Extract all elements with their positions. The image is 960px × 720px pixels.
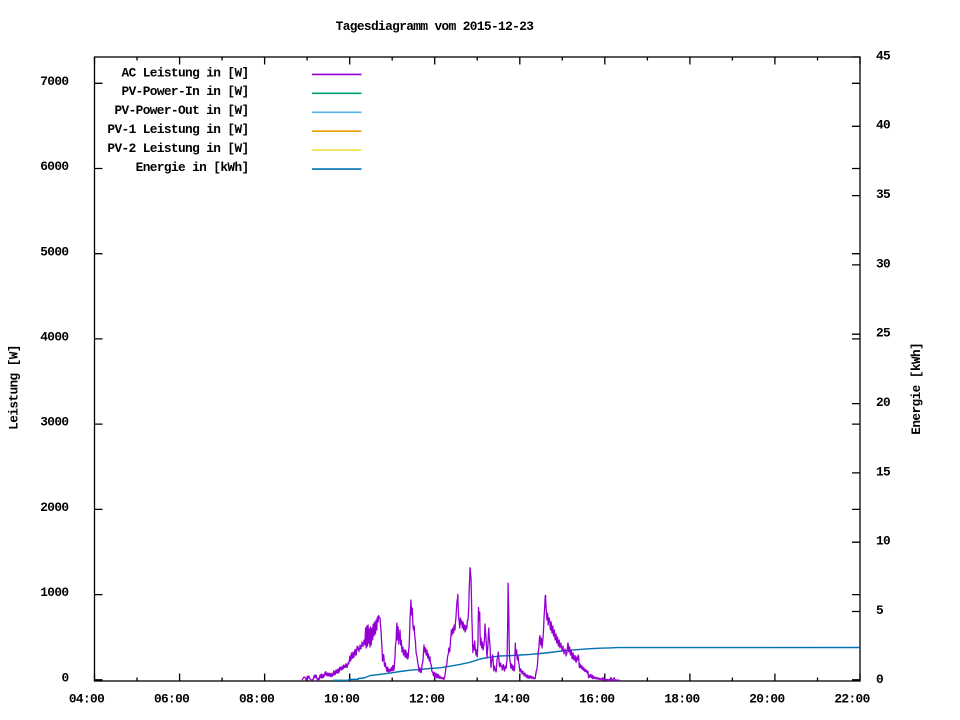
svg-text:30: 30 [876,256,890,271]
svg-text:10:00: 10:00 [324,691,359,706]
svg-text:10: 10 [876,534,890,549]
svg-text:5: 5 [876,603,884,618]
svg-text:PV-Power-In in [W]: PV-Power-In in [W] [122,84,249,99]
svg-text:Energie [kWh]: Energie [kWh] [909,343,924,435]
svg-text:14:00: 14:00 [494,691,529,706]
svg-text:2000: 2000 [40,500,68,515]
svg-text:0: 0 [876,672,883,687]
svg-text:15: 15 [876,464,891,479]
svg-text:6000: 6000 [40,159,68,174]
svg-text:45: 45 [876,48,891,63]
svg-text:40: 40 [876,118,890,133]
svg-text:25: 25 [876,326,891,341]
svg-text:Tagesdiagramm vom 2015-12-23: Tagesdiagramm vom 2015-12-23 [336,19,535,34]
svg-text:04:00: 04:00 [69,691,104,706]
svg-text:20: 20 [876,395,890,410]
svg-text:22:00: 22:00 [834,691,869,706]
svg-text:0: 0 [61,670,68,685]
svg-text:35: 35 [876,187,891,202]
svg-text:20:00: 20:00 [749,691,784,706]
svg-text:PV-Power-Out in [W]: PV-Power-Out in [W] [114,103,248,118]
svg-text:12:00: 12:00 [409,691,444,706]
svg-text:7000: 7000 [40,74,68,89]
svg-text:PV-2 Leistung in [W]: PV-2 Leistung in [W] [107,141,248,156]
svg-text:3000: 3000 [40,415,68,430]
svg-text:08:00: 08:00 [239,691,274,706]
svg-text:1000: 1000 [40,585,68,600]
svg-text:PV-1 Leistung in [W]: PV-1 Leistung in [W] [107,122,248,137]
svg-text:Energie in [kWh]: Energie in [kWh] [136,160,249,175]
svg-text:16:00: 16:00 [579,691,614,706]
svg-text:Leistung [W]: Leistung [W] [7,345,22,430]
svg-text:4000: 4000 [40,330,68,345]
svg-text:18:00: 18:00 [664,691,699,706]
svg-text:AC Leistung in [W]: AC Leistung in [W] [122,65,249,80]
svg-text:5000: 5000 [40,244,68,259]
svg-text:06:00: 06:00 [154,691,189,706]
